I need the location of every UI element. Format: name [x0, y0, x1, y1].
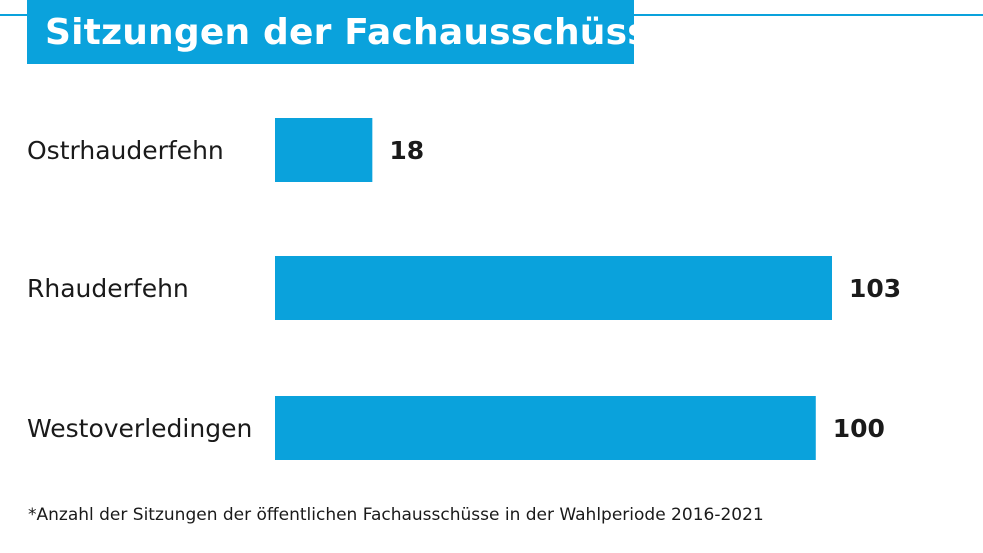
bar: [275, 256, 832, 320]
bar: [275, 396, 816, 460]
value-label: 100: [833, 414, 885, 443]
category-label: Rhauderfehn: [27, 274, 189, 303]
category-label: Ostrhauderfehn: [27, 136, 224, 165]
bar: [275, 118, 373, 182]
category-label: Westoverledingen: [27, 414, 252, 443]
value-label: 103: [849, 274, 901, 303]
chart-title: Sitzungen der Fachausschüsse: [45, 11, 674, 53]
title-banner: Sitzungen der Fachausschüsse: [27, 0, 673, 64]
footnote: *Anzahl der Sitzungen der öffentlichen F…: [28, 505, 764, 525]
value-label: 18: [389, 136, 424, 165]
